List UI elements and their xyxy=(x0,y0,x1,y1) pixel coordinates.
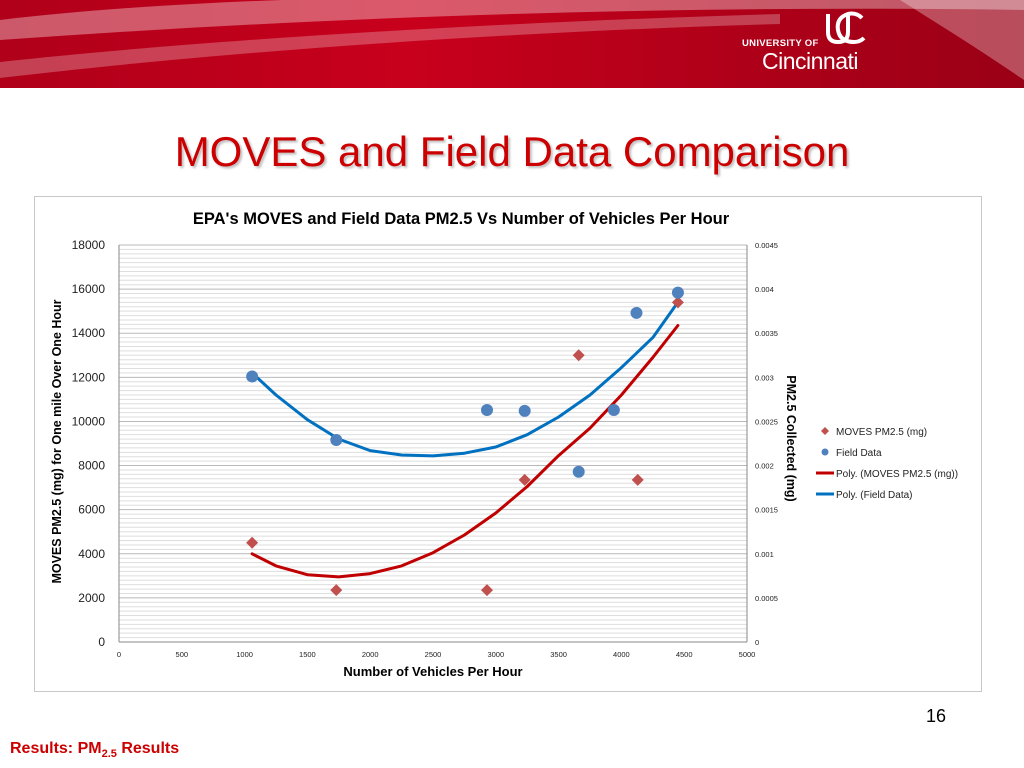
footer-text: Results: PM2.5 Results xyxy=(10,740,179,760)
x-tick-label: 5000 xyxy=(739,650,756,659)
y-tick-label: 16000 xyxy=(72,282,106,296)
y-tick-label: 0 xyxy=(98,635,105,649)
y2-tick-label: 0.003 xyxy=(755,373,774,382)
x-tick-label: 2500 xyxy=(425,650,442,659)
y2-tick-label: 0.0025 xyxy=(755,417,778,426)
y-tick-label: 10000 xyxy=(72,414,106,428)
footer-subscript: 2.5 xyxy=(101,748,117,761)
data-point-field xyxy=(607,403,620,416)
y2-tick-label: 0.0015 xyxy=(755,506,778,515)
y-tick-label: 14000 xyxy=(72,326,106,340)
footer-prefix: Results: PM xyxy=(10,740,102,757)
data-point-moves xyxy=(671,296,684,309)
x-tick-label: 4000 xyxy=(613,650,630,659)
data-point-moves xyxy=(572,349,585,362)
y2-tick-label: 0.0045 xyxy=(755,241,778,250)
y2-tick-label: 0.0005 xyxy=(755,594,778,603)
data-point-field xyxy=(630,306,643,319)
university-logo: UNIVERSITY OF Cincinnati xyxy=(742,10,892,80)
page-number: 16 xyxy=(925,706,946,726)
y2-tick-label: 0 xyxy=(755,638,759,647)
y2-tick-label: 0.002 xyxy=(755,462,774,471)
legend-label: Poly. (Field Data) xyxy=(836,490,913,501)
trendline-1 xyxy=(250,300,680,458)
y-axis-label: MOVES PM2.5 (mg) for One mile Over One H… xyxy=(50,299,64,583)
footer-suffix: Results xyxy=(116,740,180,757)
data-point-moves xyxy=(631,473,644,486)
x-tick-label: 3000 xyxy=(487,650,504,659)
y-tick-label: 4000 xyxy=(78,547,105,561)
header-banner: UNIVERSITY OF Cincinnati xyxy=(0,0,1024,88)
chart-canvas: EPA's MOVES and Field Data PM2.5 Vs Numb… xyxy=(50,210,958,679)
y-tick-label: 18000 xyxy=(72,238,106,252)
data-point-moves xyxy=(518,473,531,486)
x-tick-label: 1500 xyxy=(299,650,316,659)
x-tick-label: 0 xyxy=(117,650,121,659)
university-name: Cincinnati xyxy=(762,48,859,74)
banner-swoosh xyxy=(0,0,1024,80)
data-point-moves xyxy=(481,584,494,597)
data-point-moves xyxy=(330,584,343,597)
data-point-field xyxy=(246,370,259,383)
y-tick-label: 2000 xyxy=(78,591,105,605)
y2-tick-label: 0.004 xyxy=(755,285,774,294)
x-tick-label: 3500 xyxy=(550,650,567,659)
slide-title: MOVES and Field Data Comparison xyxy=(174,128,850,175)
data-point-moves xyxy=(246,536,259,549)
uc-logo-icon xyxy=(826,11,866,45)
legend-label: MOVES PM2.5 (mg) xyxy=(836,427,927,438)
y-tick-label: 8000 xyxy=(78,459,105,473)
data-point-field xyxy=(572,465,585,478)
chart-container: EPA's MOVES and Field Data PM2.5 Vs Numb… xyxy=(34,196,982,692)
legend-label: Field Data xyxy=(836,448,882,459)
legend-marker-circle xyxy=(821,448,829,456)
chart-title: EPA's MOVES and Field Data PM2.5 Vs Numb… xyxy=(193,210,730,228)
y-tick-label: 6000 xyxy=(78,503,105,517)
university-label: UNIVERSITY OF xyxy=(742,38,819,49)
legend-marker-diamond xyxy=(821,427,829,435)
x-axis-label: Number of Vehicles Per Hour xyxy=(343,664,522,679)
data-point-field xyxy=(518,404,531,417)
y2-tick-label: 0.001 xyxy=(755,550,774,559)
data-point-field xyxy=(671,286,684,299)
x-tick-label: 1000 xyxy=(236,650,253,659)
trendline-0 xyxy=(250,324,680,579)
x-tick-label: 4500 xyxy=(676,650,693,659)
data-point-field xyxy=(481,403,494,416)
data-point-field xyxy=(330,433,343,446)
x-tick-label: 500 xyxy=(176,650,189,659)
y-tick-label: 12000 xyxy=(72,370,106,384)
y2-axis-label: PM2.5 Collected (mg) xyxy=(784,375,798,501)
y2-tick-label: 0.0035 xyxy=(755,329,778,338)
x-tick-label: 2000 xyxy=(362,650,379,659)
legend-label: Poly. (MOVES PM2.5 (mg)) xyxy=(836,469,958,480)
